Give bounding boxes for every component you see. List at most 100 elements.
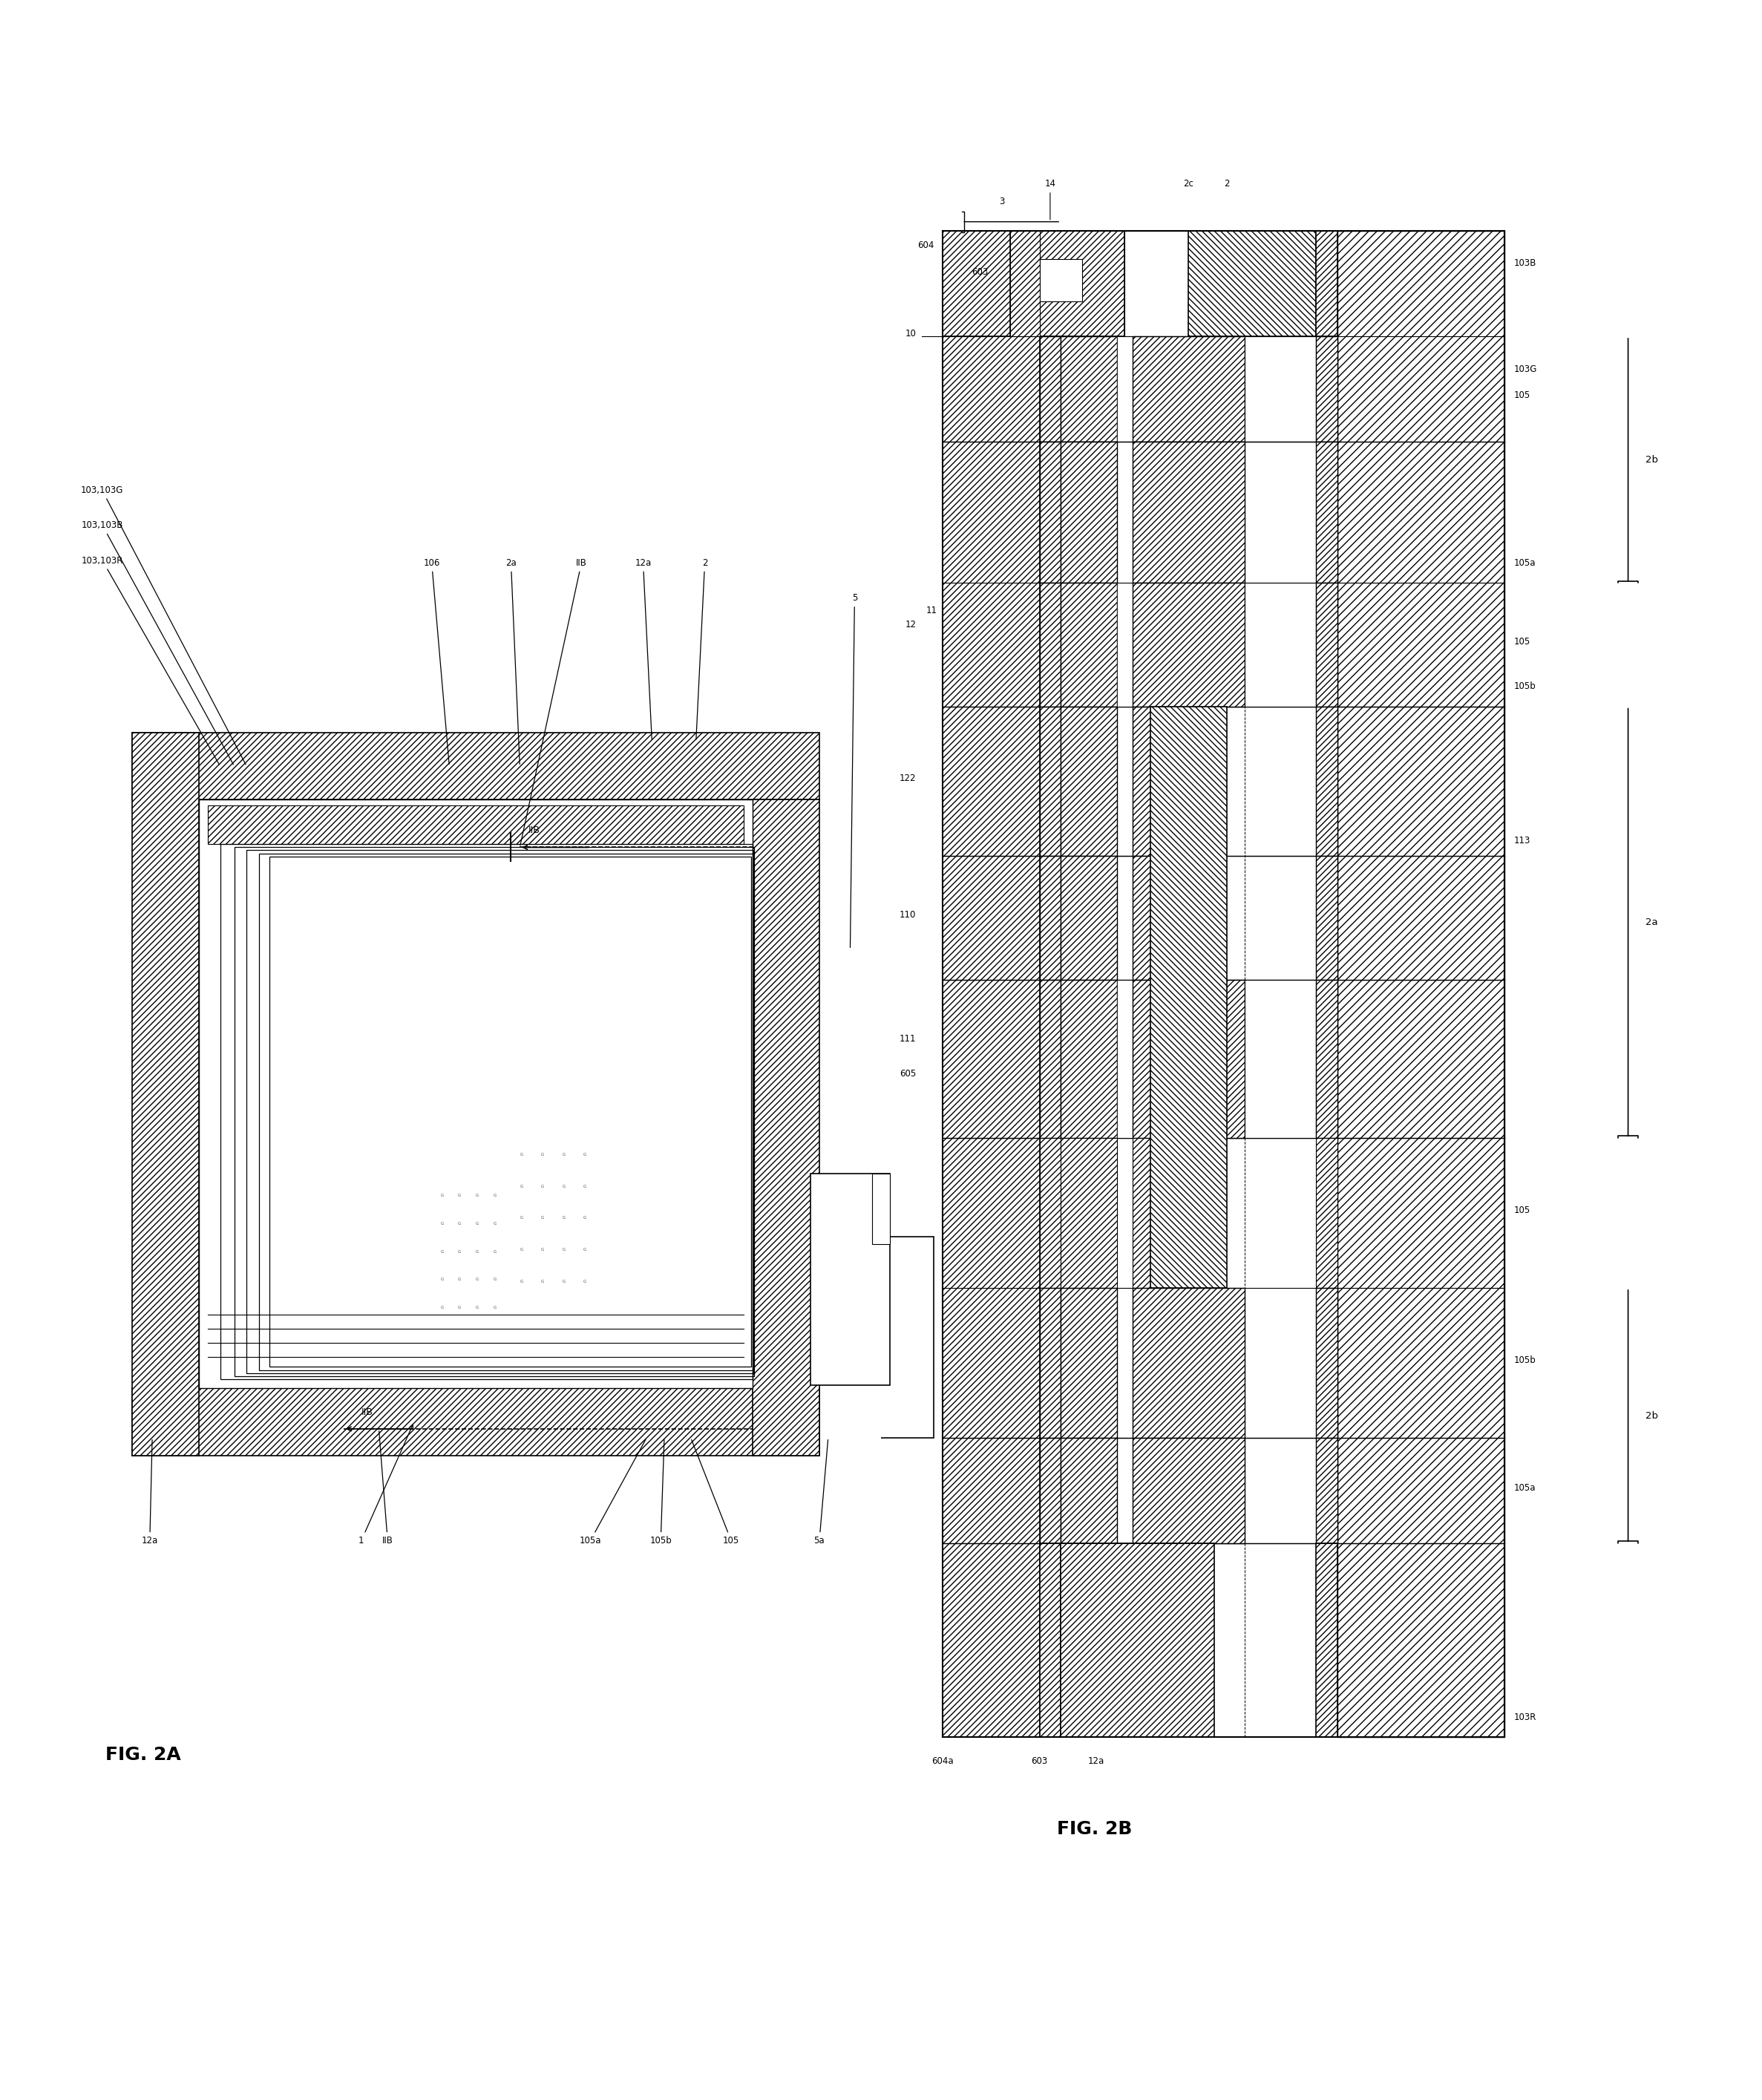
Bar [1316,1439,1337,1544]
Text: 603: 603 [1031,1756,1048,1766]
Bar [1061,1544,1214,1737]
Text: G: G [440,1193,444,1197]
Text: 105a: 105a [580,1439,645,1546]
Text: G: G [493,1250,497,1254]
Text: 103,103R: 103,103R [81,557,218,764]
Bar [1040,231,1124,336]
Text: 2b: 2b [1646,1411,1658,1420]
Text: 1: 1 [358,1424,412,1546]
Bar [259,853,752,1369]
Text: G: G [476,1279,479,1281]
Bar [1133,1138,1168,1287]
Bar [270,857,751,1367]
Text: 103R: 103R [1514,1711,1536,1722]
Bar [1133,706,1168,857]
Text: 2c: 2c [1184,178,1193,189]
Text: 103,103G: 103,103G [81,485,245,764]
Text: IIB: IIB [520,559,587,846]
Text: G: G [562,1216,566,1220]
Text: G: G [458,1306,462,1310]
Bar [1040,1138,1061,1287]
Text: 14: 14 [1045,178,1055,220]
Bar [1133,979,1244,1138]
Text: G: G [493,1222,497,1224]
Bar [132,733,819,800]
Text: G: G [520,1184,523,1189]
Bar [1316,336,1337,441]
Bar [247,851,754,1373]
Text: 12: 12 [906,620,916,630]
Text: G: G [493,1193,497,1197]
Text: 12a: 12a [1087,1756,1105,1766]
Bar [1316,1287,1337,1438]
Bar [1244,336,1316,441]
Text: 605: 605 [900,1069,916,1079]
Text: G: G [583,1153,587,1157]
Bar [1244,979,1316,1138]
Text: G: G [458,1279,462,1281]
Text: 2a: 2a [1646,918,1658,926]
Bar [132,1388,819,1455]
Text: 103G: 103G [1514,363,1536,374]
Bar [1117,979,1133,1138]
Bar [1337,231,1505,1737]
Text: G: G [583,1184,587,1189]
Bar [1040,441,1061,584]
Text: 12a: 12a [634,559,652,739]
Bar [1061,441,1117,584]
Text: 2: 2 [1225,178,1230,189]
Text: G: G [583,1279,587,1283]
Bar [1061,857,1117,979]
Text: 105: 105 [1514,1205,1529,1216]
Text: 110: 110 [900,911,916,920]
Text: G: G [476,1250,479,1254]
Text: 113: 113 [1514,836,1529,844]
Text: 2a: 2a [506,559,520,764]
Text: 105: 105 [1514,391,1529,401]
Bar [1040,1439,1061,1544]
Text: G: G [541,1279,544,1283]
Bar [1316,1138,1337,1287]
Text: G: G [520,1153,523,1157]
Bar [1040,1287,1061,1438]
Text: 105b: 105b [1514,680,1536,691]
Bar [220,844,752,1380]
Bar [1133,1287,1244,1438]
Text: 604a: 604a [932,1756,953,1766]
Text: G: G [458,1250,462,1254]
Text: G: G [476,1306,479,1310]
Text: 103B: 103B [1514,258,1536,269]
Text: G: G [583,1247,587,1252]
Text: IIB: IIB [379,1430,393,1546]
Text: 105a: 105a [1514,559,1535,567]
Text: 3: 3 [999,197,1004,206]
Bar [1040,1544,1061,1737]
Bar [1040,706,1061,857]
Bar [1124,231,1189,336]
Text: 105: 105 [691,1441,740,1546]
Bar [1133,584,1244,706]
Text: 105: 105 [1514,636,1529,647]
Bar [1316,857,1337,979]
Text: 122: 122 [900,773,916,783]
Bar [1040,857,1061,979]
Text: G: G [440,1250,444,1254]
Bar [1061,979,1117,1138]
Bar [1133,857,1168,979]
Text: 103,103B: 103,103B [81,521,233,764]
Bar [1133,336,1244,441]
Bar [132,733,199,1455]
Bar [872,1174,890,1243]
Text: G: G [520,1216,523,1220]
Bar [1040,979,1061,1138]
Text: 111: 111 [900,1033,916,1044]
Bar [1061,706,1117,857]
Text: G: G [458,1193,462,1197]
Text: G: G [541,1247,544,1252]
Text: 105b: 105b [1514,1355,1536,1365]
Bar [1061,1287,1117,1438]
Bar [1117,1287,1133,1438]
Text: 604: 604 [918,242,934,250]
Bar [1316,584,1337,706]
Bar [943,231,1011,336]
